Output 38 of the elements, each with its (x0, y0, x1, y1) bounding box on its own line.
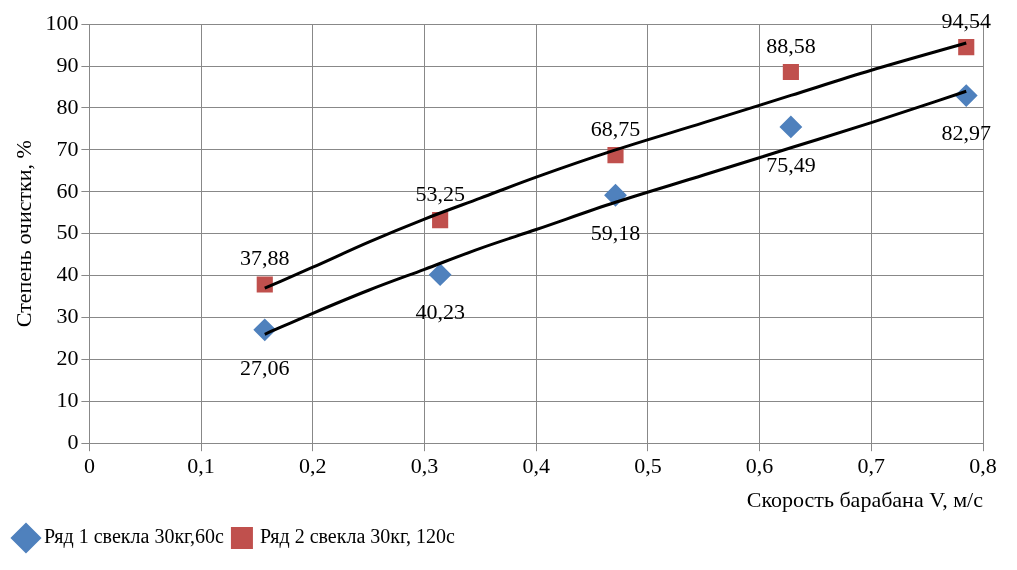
y-tick-label: 90 (56, 51, 79, 77)
data-label: 59,18 (590, 220, 641, 246)
data-label: 40,23 (415, 299, 465, 325)
x-tick-label: 0,7 (857, 453, 886, 479)
point (782, 63, 799, 81)
point (429, 263, 452, 286)
x-tick-label: 0,3 (410, 453, 439, 479)
y-tick-label: 10 (56, 387, 79, 413)
x-tick-label: 0,2 (299, 453, 327, 479)
x-tick-label: 0,5 (634, 453, 662, 479)
x-tick-label: 0,8 (969, 453, 997, 479)
y-axis-title: Степень очистки, % (10, 140, 36, 328)
data-label: 88,58 (766, 32, 816, 58)
data-label: 68,75 (590, 115, 641, 141)
y-tick-label: 50 (56, 219, 79, 245)
x-tick-label: 0,6 (745, 453, 774, 479)
x-tick-label: 0,4 (522, 453, 550, 479)
y-tick-label: 70 (56, 135, 79, 161)
data-label: 75,49 (766, 151, 816, 177)
y-tick-label: 0 (67, 428, 79, 454)
legend-label: Ряд 1 свекла 30кг,60с (44, 525, 225, 549)
x-axis-title: Скорость барабана V, м/с (746, 486, 984, 512)
y-tick-label: 100 (45, 9, 79, 35)
point (604, 184, 627, 207)
data-label: 94,54 (941, 7, 991, 33)
legend-label: Ряд 2 свекла 30кг, 120с (259, 525, 455, 549)
y-tick-label: 20 (56, 345, 79, 371)
data-label: 82,97 (941, 120, 991, 146)
y-tick-label: 30 (56, 303, 79, 329)
y-tick-label: 80 (56, 93, 79, 119)
data-label: 37,88 (240, 245, 290, 271)
x-tick-label: 0 (83, 453, 95, 479)
data-label: 53,25 (415, 180, 465, 206)
data-label: 27,06 (240, 354, 290, 380)
y-tick-label: 40 (56, 261, 79, 287)
y-tick-label: 60 (56, 177, 79, 203)
x-tick-label: 0,1 (187, 453, 215, 479)
point (779, 115, 802, 138)
